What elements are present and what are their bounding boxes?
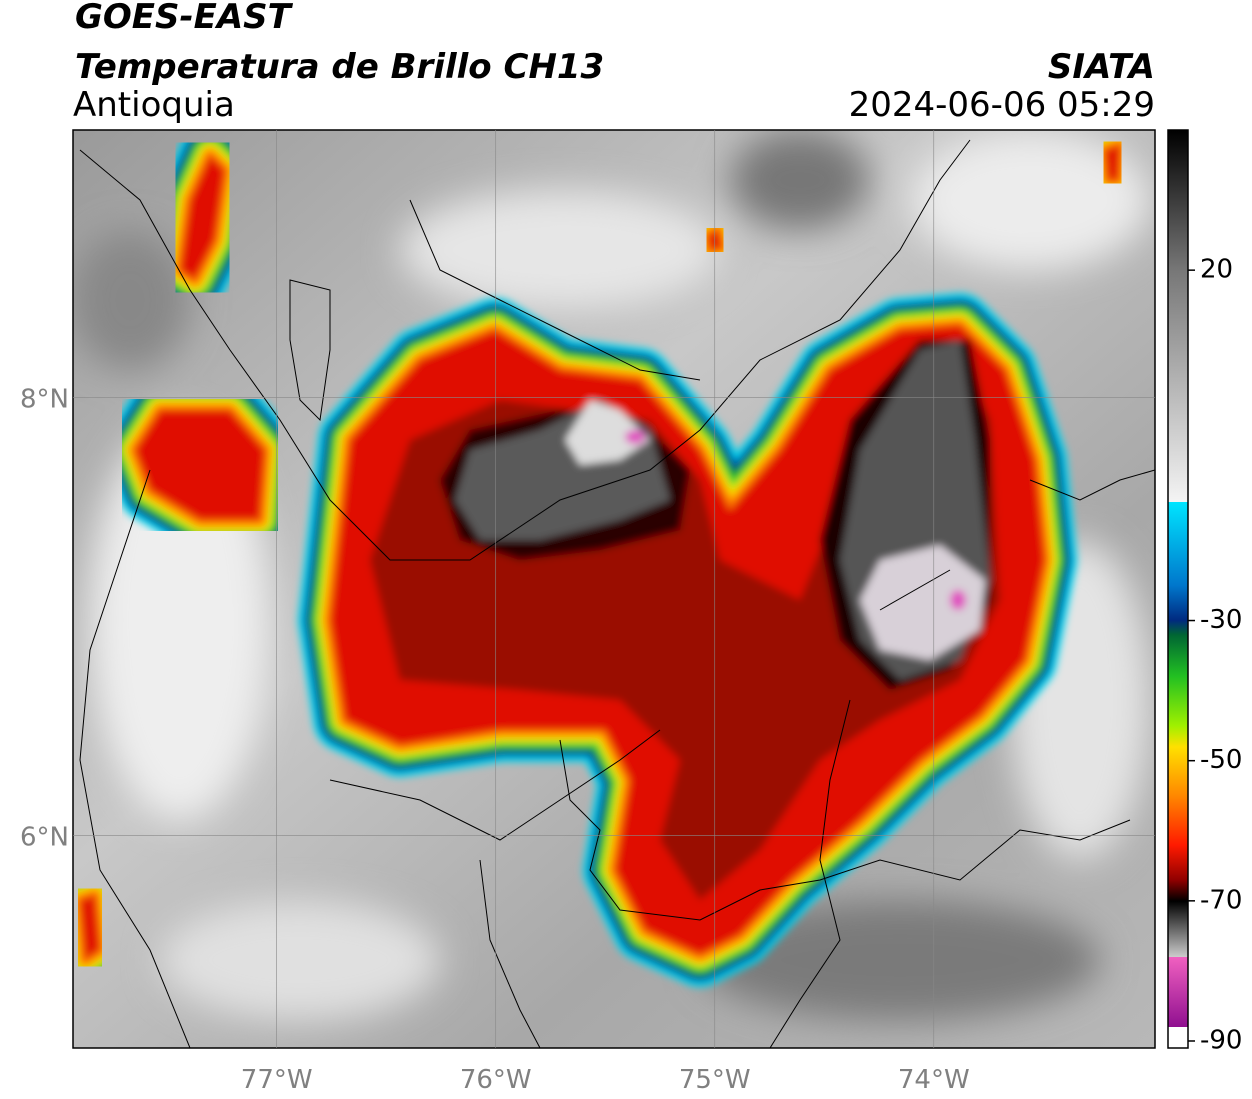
x-tick-label: 76°W [460,1065,532,1095]
y-tick-label: 6°N [20,822,69,852]
title: GOES-EAST [75,0,294,37]
cloud-system [103,378,297,552]
cloud-system [298,293,1077,987]
borders [79,139,1155,1048]
colorbar-tick-label: -50 [1200,745,1242,775]
colorbar-tick-label: 20 [1200,255,1233,285]
cloud-system [148,130,257,312]
cloud-system [73,863,132,992]
region: Antioquia [73,85,235,125]
colorbar [1167,129,1189,1049]
overshoot [565,400,650,465]
satellite-image [73,130,1155,1048]
core [135,410,265,520]
map-frame [72,129,1156,1049]
core [1105,145,1120,180]
overshoot [625,430,645,444]
source: SIATA [1048,47,1155,87]
cloud-system [1073,130,1152,212]
x-tick-label: 74°W [898,1065,970,1095]
core [180,155,225,280]
timestamp: 2024-06-06 05:29 [849,85,1155,125]
overshoot [860,545,985,660]
colorbar-tick-label: -90 [1200,1025,1242,1055]
colorbar-tick-label: -70 [1200,885,1242,915]
core [80,895,100,960]
subtitle: Temperatura de Brillo CH13 [75,47,604,87]
x-tick-label: 77°W [241,1065,313,1095]
y-tick-label: 8°N [20,384,69,414]
colorbar-tick-label: -30 [1200,605,1242,635]
x-tick-label: 75°W [679,1065,751,1095]
overshoot [950,590,966,610]
